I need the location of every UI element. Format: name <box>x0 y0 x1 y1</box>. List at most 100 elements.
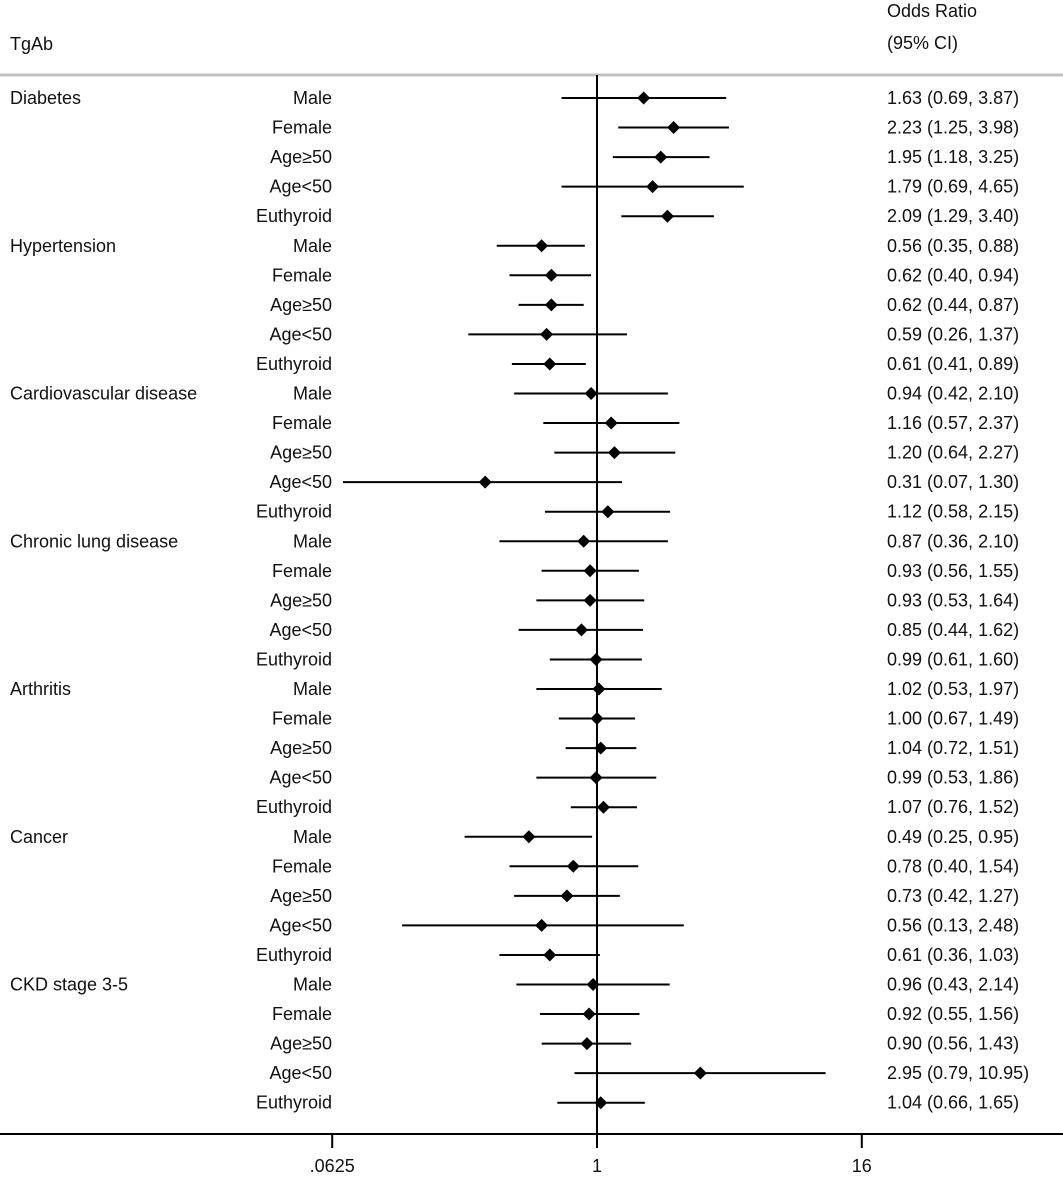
estimate-marker <box>544 298 558 312</box>
estimate-label: 0.61 (0.41, 0.89) <box>887 354 1019 374</box>
estimate-marker <box>522 830 536 844</box>
estimate-marker <box>607 446 621 460</box>
subgroup-label: Male <box>293 827 332 847</box>
estimate-label: 0.90 (0.56, 1.43) <box>887 1034 1019 1054</box>
estimate-marker <box>586 978 600 991</box>
subgroup-label: Female <box>272 413 332 433</box>
subgroup-label: Female <box>272 265 332 285</box>
estimate-marker <box>604 416 618 430</box>
estimate-label: 0.56 (0.35, 0.88) <box>887 236 1019 256</box>
estimate-label: 0.78 (0.40, 1.54) <box>887 856 1019 876</box>
subgroup-label: Euthyroid <box>256 649 332 669</box>
estimate-label: 0.62 (0.40, 0.94) <box>887 265 1019 285</box>
estimate-label: 0.93 (0.53, 1.64) <box>887 590 1019 610</box>
subgroup-label: Male <box>293 384 332 404</box>
estimate-marker <box>654 150 668 164</box>
estimate-marker <box>584 387 598 400</box>
estimate-label: 0.61 (0.36, 1.03) <box>887 945 1019 965</box>
estimate-marker <box>580 1037 594 1051</box>
subgroup-label: Euthyroid <box>256 797 332 817</box>
subgroup-label: Male <box>293 88 332 108</box>
estimate-label: 1.02 (0.53, 1.97) <box>887 679 1019 699</box>
estimate-label: 0.96 (0.43, 2.14) <box>887 975 1019 995</box>
subgroup-label: Age<50 <box>269 768 332 788</box>
estimate-label: 1.04 (0.66, 1.65) <box>887 1093 1019 1113</box>
estimate-label: 0.99 (0.53, 1.86) <box>887 768 1019 788</box>
group-label: CKD stage 3-5 <box>10 975 128 995</box>
subgroup-label: Male <box>293 236 332 256</box>
estimate-marker <box>583 564 597 578</box>
subgroup-label: Euthyroid <box>256 945 332 965</box>
estimate-marker <box>543 948 557 962</box>
estimate-header-line2: (95% CI) <box>887 33 958 53</box>
estimate-marker <box>566 859 580 873</box>
estimate-marker <box>544 268 558 282</box>
subgroup-label: Age<50 <box>269 915 332 935</box>
estimate-marker <box>582 1007 596 1021</box>
estimate-label: 0.93 (0.56, 1.55) <box>887 561 1019 581</box>
subgroup-label: Euthyroid <box>256 502 332 522</box>
subgroup-label: Female <box>272 856 332 876</box>
subgroup-label: Age<50 <box>269 620 332 640</box>
estimate-label: 1.12 (0.58, 2.15) <box>887 502 1019 522</box>
estimate-marker <box>478 475 492 489</box>
estimate-label: 0.62 (0.44, 0.87) <box>887 295 1019 315</box>
subgroup-label: Female <box>272 709 332 729</box>
subgroup-label: Female <box>272 561 332 581</box>
estimate-label: 1.20 (0.64, 2.27) <box>887 443 1019 463</box>
subgroup-label: Age<50 <box>269 472 332 492</box>
subgroup-label: Male <box>293 531 332 551</box>
subgroup-label: Age<50 <box>269 324 332 344</box>
estimate-marker <box>660 209 674 223</box>
estimate-label: 1.07 (0.76, 1.52) <box>887 797 1019 817</box>
estimate-label: 0.49 (0.25, 0.95) <box>887 827 1019 847</box>
estimate-marker <box>589 652 603 666</box>
group-label: Cancer <box>10 827 68 847</box>
estimate-label: 1.16 (0.57, 2.37) <box>887 413 1019 433</box>
subgroup-label: Age≥50 <box>270 886 332 906</box>
estimate-marker <box>594 1096 608 1110</box>
group-label: Diabetes <box>10 88 81 108</box>
subgroup-label: Age≥50 <box>270 738 332 758</box>
group-label: Hypertension <box>10 236 116 256</box>
x-tick-label: 1 <box>592 1156 602 1176</box>
estimate-label: 2.09 (1.29, 3.40) <box>887 206 1019 226</box>
estimate-label: 0.94 (0.42, 2.10) <box>887 384 1019 404</box>
estimate-marker <box>535 918 549 932</box>
group-label: Arthritis <box>10 679 71 699</box>
estimate-marker <box>646 180 660 194</box>
subgroup-label: Age≥50 <box>270 1034 332 1054</box>
subgroup-label: Female <box>272 118 332 138</box>
estimate-label: 0.87 (0.36, 2.10) <box>887 531 1019 551</box>
estimate-marker <box>535 239 549 253</box>
subgroup-label: Euthyroid <box>256 206 332 226</box>
estimate-marker <box>560 889 574 903</box>
subgroup-label: Age≥50 <box>270 295 332 315</box>
plot-title: TgAb <box>10 34 53 54</box>
estimate-marker <box>596 800 610 814</box>
estimate-marker <box>589 771 603 785</box>
estimate-marker <box>592 682 606 696</box>
estimate-marker <box>574 623 588 637</box>
estimate-label: 0.92 (0.55, 1.56) <box>887 1004 1019 1024</box>
estimate-marker <box>693 1066 707 1080</box>
estimate-label: 0.59 (0.26, 1.37) <box>887 324 1019 344</box>
subgroup-label: Age≥50 <box>270 443 332 463</box>
estimate-label: 1.63 (0.69, 3.87) <box>887 88 1019 108</box>
estimate-marker <box>601 505 615 519</box>
group-label: Chronic lung disease <box>10 531 178 551</box>
estimate-label: 0.56 (0.13, 2.48) <box>887 915 1019 935</box>
estimate-marker <box>667 121 681 135</box>
estimate-marker <box>543 357 557 371</box>
estimate-marker <box>594 741 608 755</box>
subgroup-label: Age≥50 <box>270 147 332 167</box>
estimate-marker <box>577 534 591 548</box>
estimate-marker <box>637 91 651 105</box>
estimate-marker <box>540 327 554 341</box>
subgroup-label: Male <box>293 679 332 699</box>
subgroup-label: Euthyroid <box>256 354 332 374</box>
subgroup-label: Age<50 <box>269 177 332 197</box>
x-tick-label: 16 <box>852 1156 872 1176</box>
estimate-label: 2.23 (1.25, 3.98) <box>887 118 1019 138</box>
